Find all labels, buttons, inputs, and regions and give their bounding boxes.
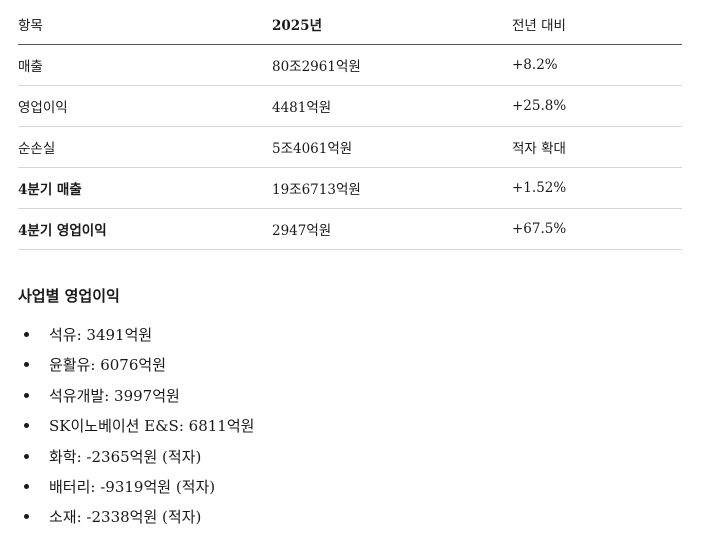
segment-text: SK이노베이션 E&S: 6811억원 [49,417,255,436]
table-header-row: 항목 2025년 전년 대비 [18,4,682,45]
bullet-icon [24,423,29,429]
row-value: 19조6713억원 [272,167,512,209]
segment-profit-list: 석유: 3491억원 윤활유: 6076억원 석유개발: 3997억원 SK이노… [18,320,254,533]
list-item: SK이노베이션 E&S: 6811억원 [18,411,254,441]
header-year: 2025년 [272,4,512,45]
segment-profit-heading: 사업별 영업이익 [18,287,120,305]
bullet-icon [24,332,29,337]
row-change: 적자 확대 [512,126,682,168]
table-row: 매출 80조2961억원 +8.2% [18,44,682,86]
table-row: 4분기 영업이익 2947억원 +67.5% [18,208,682,250]
segment-text: 석유개발: 3997억원 [49,386,180,405]
segment-text: 소재: -2338억원 (적자) [49,508,202,527]
row-change: +8.2% [512,44,682,86]
row-value: 2947억원 [272,208,512,250]
row-value: 5조4061억원 [272,126,512,168]
bullet-icon [24,392,29,398]
list-item: 윤활유: 6076억원 [18,350,254,380]
segment-text: 배터리: -9319억원 (적자) [49,477,216,496]
table-row: 순손실 5조4061억원 적자 확대 [18,126,682,168]
row-value: 4481억원 [272,85,512,127]
table-row: 4분기 매출 19조6713억원 +1.52% [18,167,682,209]
row-item: 영업이익 [18,85,272,127]
row-item: 매출 [18,44,272,86]
bullet-icon [24,362,29,368]
list-item: 배터리: -9319억원 (적자) [18,472,254,502]
segment-text: 석유: 3491억원 [49,326,153,344]
financial-summary-table: 항목 2025년 전년 대비 매출 80조2961억원 +8.2% 영업이익 4… [18,4,682,250]
segment-text: 윤활유: 6076억원 [49,356,166,375]
bullet-icon [24,453,29,459]
row-item: 4분기 영업이익 [18,208,272,250]
list-item: 소재: -2338억원 (적자) [18,502,254,532]
row-item: 4분기 매출 [18,167,272,209]
row-value: 80조2961억원 [272,44,512,86]
header-yoy-change: 전년 대비 [512,4,682,45]
bullet-icon [24,514,29,520]
list-item: 화학: -2365억원 (적자) [18,442,254,472]
row-item: 순손실 [18,126,272,168]
segment-text: 화학: -2365억원 (적자) [49,447,202,466]
row-change: +25.8% [512,85,682,127]
table-row: 영업이익 4481억원 +25.8% [18,85,682,127]
list-item: 석유: 3491억원 [18,320,254,350]
row-change: +67.5% [512,208,682,250]
list-item: 석유개발: 3997억원 [18,381,254,411]
row-change: +1.52% [512,167,682,209]
bullet-icon [24,483,29,489]
header-item: 항목 [18,4,272,45]
